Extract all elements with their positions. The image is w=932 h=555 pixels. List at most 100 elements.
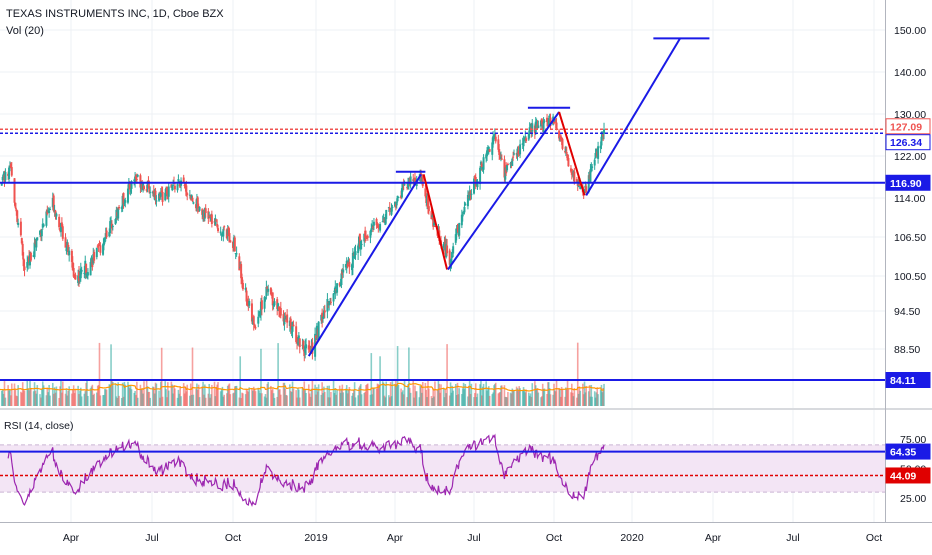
volume-bar (574, 388, 576, 406)
candle-body (136, 179, 138, 180)
candle-body (149, 192, 151, 193)
candle-body (330, 302, 332, 303)
candle (397, 197, 399, 198)
volume-bar (416, 391, 418, 406)
candle-body (305, 344, 307, 348)
time-tick-label: Jul (145, 532, 158, 544)
candle-body (253, 316, 255, 324)
trend-line (309, 174, 421, 356)
candle-body (473, 179, 475, 194)
candle-body (223, 226, 225, 227)
candle-body (470, 194, 472, 195)
candle-body (229, 240, 231, 242)
candle-body (255, 327, 257, 328)
candle-body (11, 167, 13, 176)
price-tick-label: 100.50 (894, 271, 926, 283)
volume-bar (428, 388, 430, 406)
volume-bar (355, 397, 357, 406)
time-tick-label: 2020 (620, 532, 644, 544)
candle-body (373, 222, 375, 226)
candle-body (236, 253, 238, 254)
candle-body (186, 193, 188, 195)
candle-body (127, 189, 129, 203)
volume-bar (81, 396, 83, 406)
candle-body (458, 223, 460, 236)
candle (211, 211, 213, 228)
rsi-badge-text: 64.35 (890, 447, 916, 459)
volume-bar (168, 391, 170, 406)
level-badge-text: 116.90 (890, 178, 922, 190)
volume-bar (199, 397, 201, 406)
volume-bar (489, 396, 491, 406)
candle-body (347, 265, 349, 267)
volume-bar (336, 390, 338, 406)
price-tick-label: 106.50 (894, 232, 926, 244)
candle-body (117, 209, 119, 219)
candle-body (489, 149, 491, 152)
volume-bar (87, 396, 89, 406)
candle-body (74, 275, 76, 280)
volume-bar (568, 389, 570, 406)
volume-bars (0, 343, 605, 406)
volume-bar (261, 393, 263, 406)
volume-bar (286, 395, 288, 406)
candle-body (274, 301, 276, 305)
candle-body (49, 209, 51, 210)
candle-body (17, 223, 19, 225)
candle-body (118, 207, 120, 208)
candle-body (55, 214, 57, 217)
candle-body (99, 245, 101, 252)
level-badge-text: 84.11 (890, 375, 916, 387)
candle-body (292, 325, 294, 327)
volume-bar (49, 396, 51, 406)
candle (336, 283, 338, 296)
candle-body (280, 308, 282, 316)
volume-bar (410, 393, 412, 406)
volume-bar (556, 381, 558, 406)
candle-body (286, 314, 288, 322)
candle (180, 177, 182, 191)
volume-bar (118, 396, 120, 406)
candle-body (324, 310, 326, 312)
volume-bar (162, 397, 164, 406)
candle-body (585, 186, 587, 192)
time-tick-label: Apr (705, 532, 722, 544)
candle-body (507, 164, 509, 165)
volume-bar (223, 395, 225, 406)
rsi-badge: 64.35 (886, 444, 930, 459)
candle-body (573, 172, 575, 182)
trend-line (448, 112, 559, 270)
candle-body (361, 244, 363, 245)
volume-bar (342, 392, 344, 406)
volume-bar (293, 389, 295, 406)
volume-legend: Vol (20) (6, 25, 44, 37)
candle-body (506, 165, 508, 170)
time-tick-label: Apr (387, 532, 404, 544)
volume-bar (591, 397, 593, 406)
rsi-legend: RSI (14, close) (4, 420, 73, 432)
candle-body (537, 125, 539, 128)
candle (561, 138, 563, 151)
volume-bar (585, 386, 587, 406)
candle-body (217, 228, 219, 231)
volume-bar (422, 382, 424, 406)
candle (96, 248, 98, 260)
candle-body (248, 301, 250, 306)
volume-bar (205, 398, 207, 406)
candle (62, 224, 64, 241)
volume-bar (318, 384, 320, 406)
candle-body (177, 184, 179, 190)
candle-body (483, 157, 485, 170)
volume-bar (507, 392, 509, 406)
volume-bar (137, 398, 139, 406)
volume-bar (483, 384, 485, 406)
volume-bar (579, 391, 581, 406)
candle-body (464, 204, 466, 206)
candle-body (48, 210, 50, 213)
candle-body (556, 123, 558, 129)
candle-body (397, 196, 399, 201)
candle-body (446, 245, 448, 253)
volume-bar (531, 383, 533, 406)
